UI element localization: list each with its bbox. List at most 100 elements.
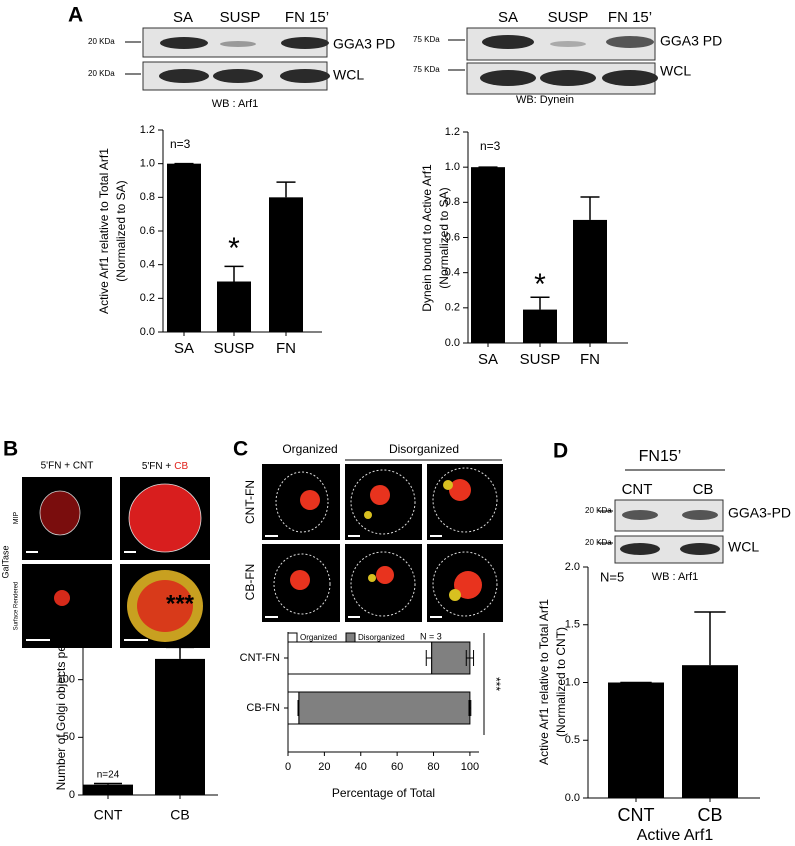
y-axis-label: (Normalized to SA) [114, 180, 128, 281]
y-tick-label: 0.6 [140, 225, 155, 237]
annotation: n=24 [169, 770, 192, 781]
bar [155, 658, 205, 795]
bar-segment [287, 641, 433, 675]
y-tick-label: 1.0 [140, 158, 155, 170]
group-label: Disorganized [389, 442, 459, 456]
size-marker: 20 KDa [585, 506, 612, 515]
x-tick-label: SUSP [520, 351, 561, 368]
blot-header: FN15’ [639, 448, 682, 465]
y-tick-label: 1.2 [445, 126, 460, 138]
x-tick-label: 0 [285, 761, 291, 773]
y-tick-label: 1.5 [565, 619, 580, 631]
blot-row-label: GGA3 PD [333, 36, 395, 52]
x-tick-label: 100 [461, 761, 479, 773]
x-tick-label: CNT [94, 807, 123, 823]
lane-label: FN 15’ [608, 9, 652, 26]
y-tick-label: 0.2 [445, 302, 460, 314]
y-tick-label: 0.4 [445, 267, 460, 279]
western-blot-label: WB : Arf1 [212, 98, 258, 110]
y-tick-label: 100 [57, 674, 75, 686]
annotation: * [228, 232, 240, 265]
y-tick-label: 1.0 [565, 676, 580, 688]
legend-label: Disorganized [358, 633, 405, 642]
lane-label: CNT [622, 481, 653, 498]
y-tick-label: CB-FN [246, 702, 280, 714]
y-tick-label: CNT-FN [240, 652, 280, 664]
column-drug: CB [174, 461, 188, 472]
x-tick-label: 40 [355, 761, 367, 773]
column-title: 5'FN + CB [142, 461, 189, 472]
column-title: 5'FN + CNT [41, 461, 94, 472]
bar [83, 784, 133, 795]
zoom-label: 1.5X [90, 633, 111, 644]
annotation: n=3 [170, 137, 191, 151]
annotation: * [534, 268, 546, 301]
size-marker: 20 KDa [88, 69, 115, 78]
x-tick-label: 20 [318, 761, 330, 773]
group-label: Organized [282, 442, 337, 456]
lane-label: SUSP [548, 9, 589, 26]
annotation: *** [166, 590, 195, 617]
column-prefix: 5'FN + [142, 461, 172, 472]
x-axis-label: Percentage of Total [332, 786, 435, 800]
y-axis-label: Dynein bound to Active Arf1 [420, 164, 434, 312]
bar [217, 281, 251, 332]
y-tick-label: 0 [69, 789, 75, 801]
western-blot-label: WB : Arf1 [652, 571, 698, 583]
y-tick-label: 0.0 [565, 792, 580, 804]
y-axis-label: Active Arf1 relative to Total Arf1 [537, 599, 551, 765]
y-axis-label: (Normalized to CNT) [554, 627, 568, 737]
row-label: CB-FN [243, 564, 257, 601]
size-marker: 20 KDa [88, 37, 115, 46]
y-tick-label: 2.0 [565, 561, 580, 573]
y-tick-label: 0.0 [445, 337, 460, 349]
y-tick-label: 150 [57, 616, 75, 628]
y-tick-label: 0.0 [140, 326, 155, 338]
y-axis-label: Active Arf1 relative to Total Arf1 [97, 148, 111, 314]
zoom-label: 1.5X [188, 633, 209, 644]
row-label: MIP [13, 511, 20, 524]
legend-swatch [287, 632, 298, 643]
y-tick-label: 1.2 [140, 124, 155, 136]
bar [573, 219, 607, 343]
annotation: N=5 [600, 569, 624, 584]
bar [523, 309, 557, 343]
lane-label: CB [693, 481, 714, 498]
row-label: CNT-FN [243, 480, 257, 524]
size-marker: 75 KDa [413, 35, 440, 44]
y-tick-label: 0.8 [140, 191, 155, 203]
panel-letter: A [68, 4, 83, 27]
annotation: n=3 [480, 139, 501, 153]
y-tick-label: 0.5 [565, 734, 580, 746]
lane-label: SA [498, 9, 518, 26]
scale-label: 4 μm [265, 606, 281, 613]
y-tick-label: 1.0 [445, 161, 460, 173]
y-axis-label: Number of Golgi objects per cell [54, 620, 68, 791]
legend-label: Organized [300, 633, 337, 642]
lane-label: SA [173, 9, 193, 26]
x-tick-label: FN [580, 351, 600, 368]
micrographs [22, 464, 503, 648]
x-axis-label: Active Arf1 [637, 827, 714, 844]
blot-bands [159, 35, 720, 555]
y-tick-label: 0.4 [140, 259, 155, 271]
x-tick-label: CB [697, 805, 722, 825]
annotation: n=24 [97, 770, 120, 781]
western-blot-label: WB: Dynein [516, 94, 574, 106]
y-tick-label: 50 [63, 731, 75, 743]
blot-row-label: GGA3 PD [660, 33, 722, 49]
x-tick-label: SUSP [214, 340, 255, 357]
x-tick-label: CB [170, 807, 189, 823]
panel-letter: B [3, 438, 18, 461]
x-tick-label: 80 [427, 761, 439, 773]
stain-label: GalTase [0, 545, 10, 578]
marker-ticks [125, 39, 725, 544]
bar-segment [287, 691, 300, 725]
bar-segment [431, 641, 471, 675]
y-axis-label: (Normalized to SA) [437, 187, 451, 288]
bar [471, 167, 505, 343]
annotation: *** [489, 677, 503, 691]
blot-row-label: GGA3-PD [728, 505, 791, 521]
row-label: Surface Rendered [14, 582, 20, 631]
